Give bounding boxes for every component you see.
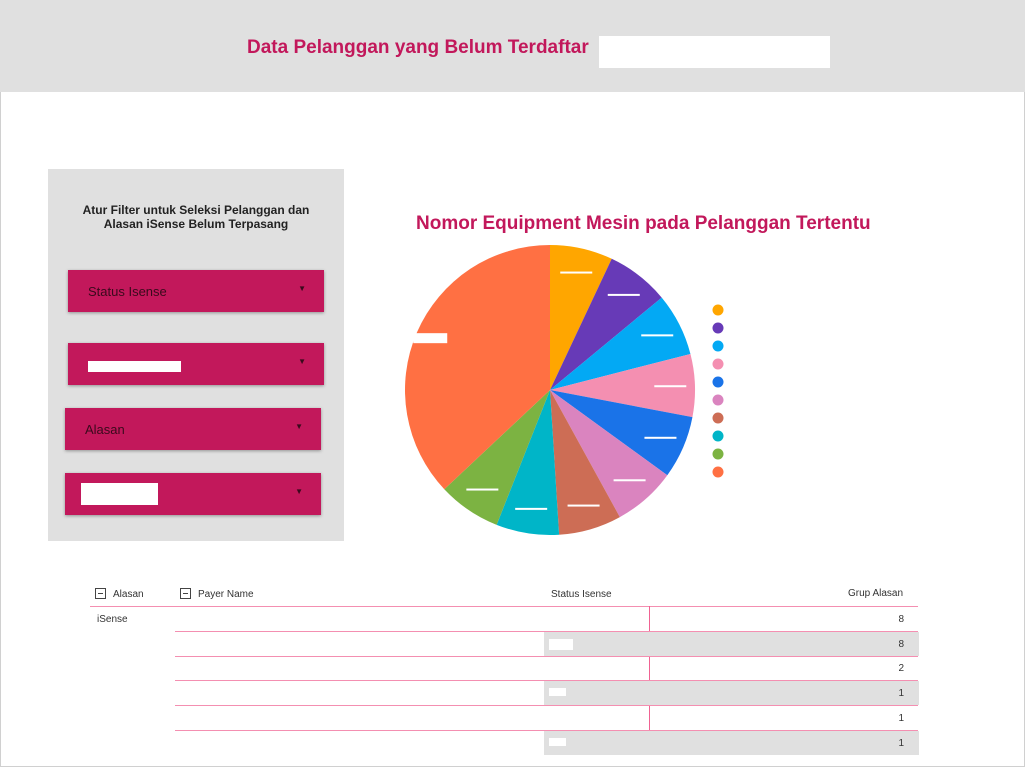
pie-slice[interactable] (550, 390, 620, 535)
redacted-slice-label (560, 271, 593, 274)
filter-panel: Atur Filter untuk Seleksi Pelanggan dan … (48, 169, 344, 541)
column-label: Alasan (113, 589, 144, 600)
table-row-divider (175, 729, 918, 731)
pie-slice[interactable] (550, 297, 691, 390)
page-title: Data Pelanggan yang Belum Terdaftar (247, 37, 589, 58)
table-row-band (544, 730, 919, 755)
redacted-title-box (599, 36, 830, 68)
redacted-slice-label (515, 507, 548, 510)
legend-marker[interactable] (712, 376, 724, 388)
column-header-payer-name[interactable]: Payer Name (180, 588, 254, 600)
collapse-icon[interactable] (180, 588, 191, 599)
redacted-slice-label (567, 504, 600, 507)
caret-down-icon: ▼ (295, 422, 303, 431)
grup-alasan-value: 2 (898, 663, 904, 675)
grup-alasan-value: 8 (898, 614, 904, 625)
table-header-divider (90, 606, 918, 607)
table-row-band (544, 681, 919, 706)
legend-marker[interactable] (712, 394, 724, 406)
alasan-dropdown[interactable]: Alasan ▼ (65, 408, 321, 450)
legend-marker[interactable] (712, 304, 724, 316)
header-bar: Data Pelanggan yang Belum Terdaftar (0, 0, 1025, 92)
status-isense-dropdown[interactable]: Status Isense ▼ (68, 270, 324, 312)
legend-marker[interactable] (712, 448, 724, 460)
legend-marker[interactable] (712, 322, 724, 334)
redacted-status-value (549, 638, 573, 650)
grup-alasan-value: 1 (898, 737, 904, 749)
caret-down-icon: ▼ (298, 284, 306, 293)
table-row-divider (175, 680, 918, 682)
pie-slice[interactable] (550, 245, 612, 390)
redacted-status-value (549, 688, 566, 697)
legend-marker[interactable] (712, 430, 724, 442)
grup-alasan-value: 8 (898, 638, 904, 650)
table-row-divider (175, 631, 918, 632)
redacted-slice-label (613, 479, 646, 482)
redacted-dropdown-value (88, 361, 181, 372)
legend-marker[interactable] (712, 466, 724, 478)
collapse-icon[interactable] (95, 588, 106, 599)
pie-slice[interactable] (550, 390, 668, 518)
chart-title: Nomor Equipment Mesin pada Pelanggan Ter… (416, 213, 871, 234)
grup-alasan-value: 1 (898, 712, 904, 724)
pie-slice[interactable] (444, 390, 550, 525)
redacted-dropdown[interactable]: ▼ (68, 343, 324, 385)
column-label: Payer Name (198, 589, 254, 600)
redacted-slice-label (641, 334, 674, 337)
legend-marker[interactable] (712, 358, 724, 370)
pie-slice[interactable] (550, 258, 662, 390)
grup-alasan-value: 1 (898, 688, 904, 700)
table-row-divider (175, 655, 918, 657)
redacted-slice-label (654, 385, 687, 388)
redacted-status-value (549, 737, 566, 746)
dropdown-label: Status Isense (88, 284, 167, 299)
legend-marker[interactable] (712, 340, 724, 352)
pie-slice[interactable] (550, 390, 693, 476)
table-row-divider (175, 705, 918, 707)
redacted-slice-label (607, 293, 640, 296)
group-label-isense: iSense (97, 614, 128, 625)
table-row-band (544, 631, 919, 656)
pie-slice[interactable] (496, 390, 560, 535)
legend-marker[interactable] (712, 412, 724, 424)
caret-down-icon: ▼ (295, 487, 303, 496)
caret-down-icon: ▼ (298, 357, 306, 366)
column-header-alasan[interactable]: Alasan (95, 588, 144, 600)
pie-slice[interactable] (550, 353, 695, 418)
pie-slice[interactable] (405, 245, 550, 490)
redacted-dropdown-value (81, 483, 158, 505)
redacted-slice-label (466, 488, 499, 491)
column-header-status-isense[interactable]: Status Isense (551, 589, 612, 600)
dropdown-label: Alasan (85, 422, 125, 437)
redacted-slice-label (644, 436, 677, 439)
redacted-dropdown-2[interactable]: ▼ (65, 473, 321, 515)
redacted-slice-label (413, 333, 448, 344)
table-column-divider (649, 606, 650, 749)
column-header-grup-alasan[interactable]: Grup Alasan (848, 588, 904, 599)
filter-panel-title: Atur Filter untuk Seleksi Pelanggan dan … (82, 203, 310, 231)
